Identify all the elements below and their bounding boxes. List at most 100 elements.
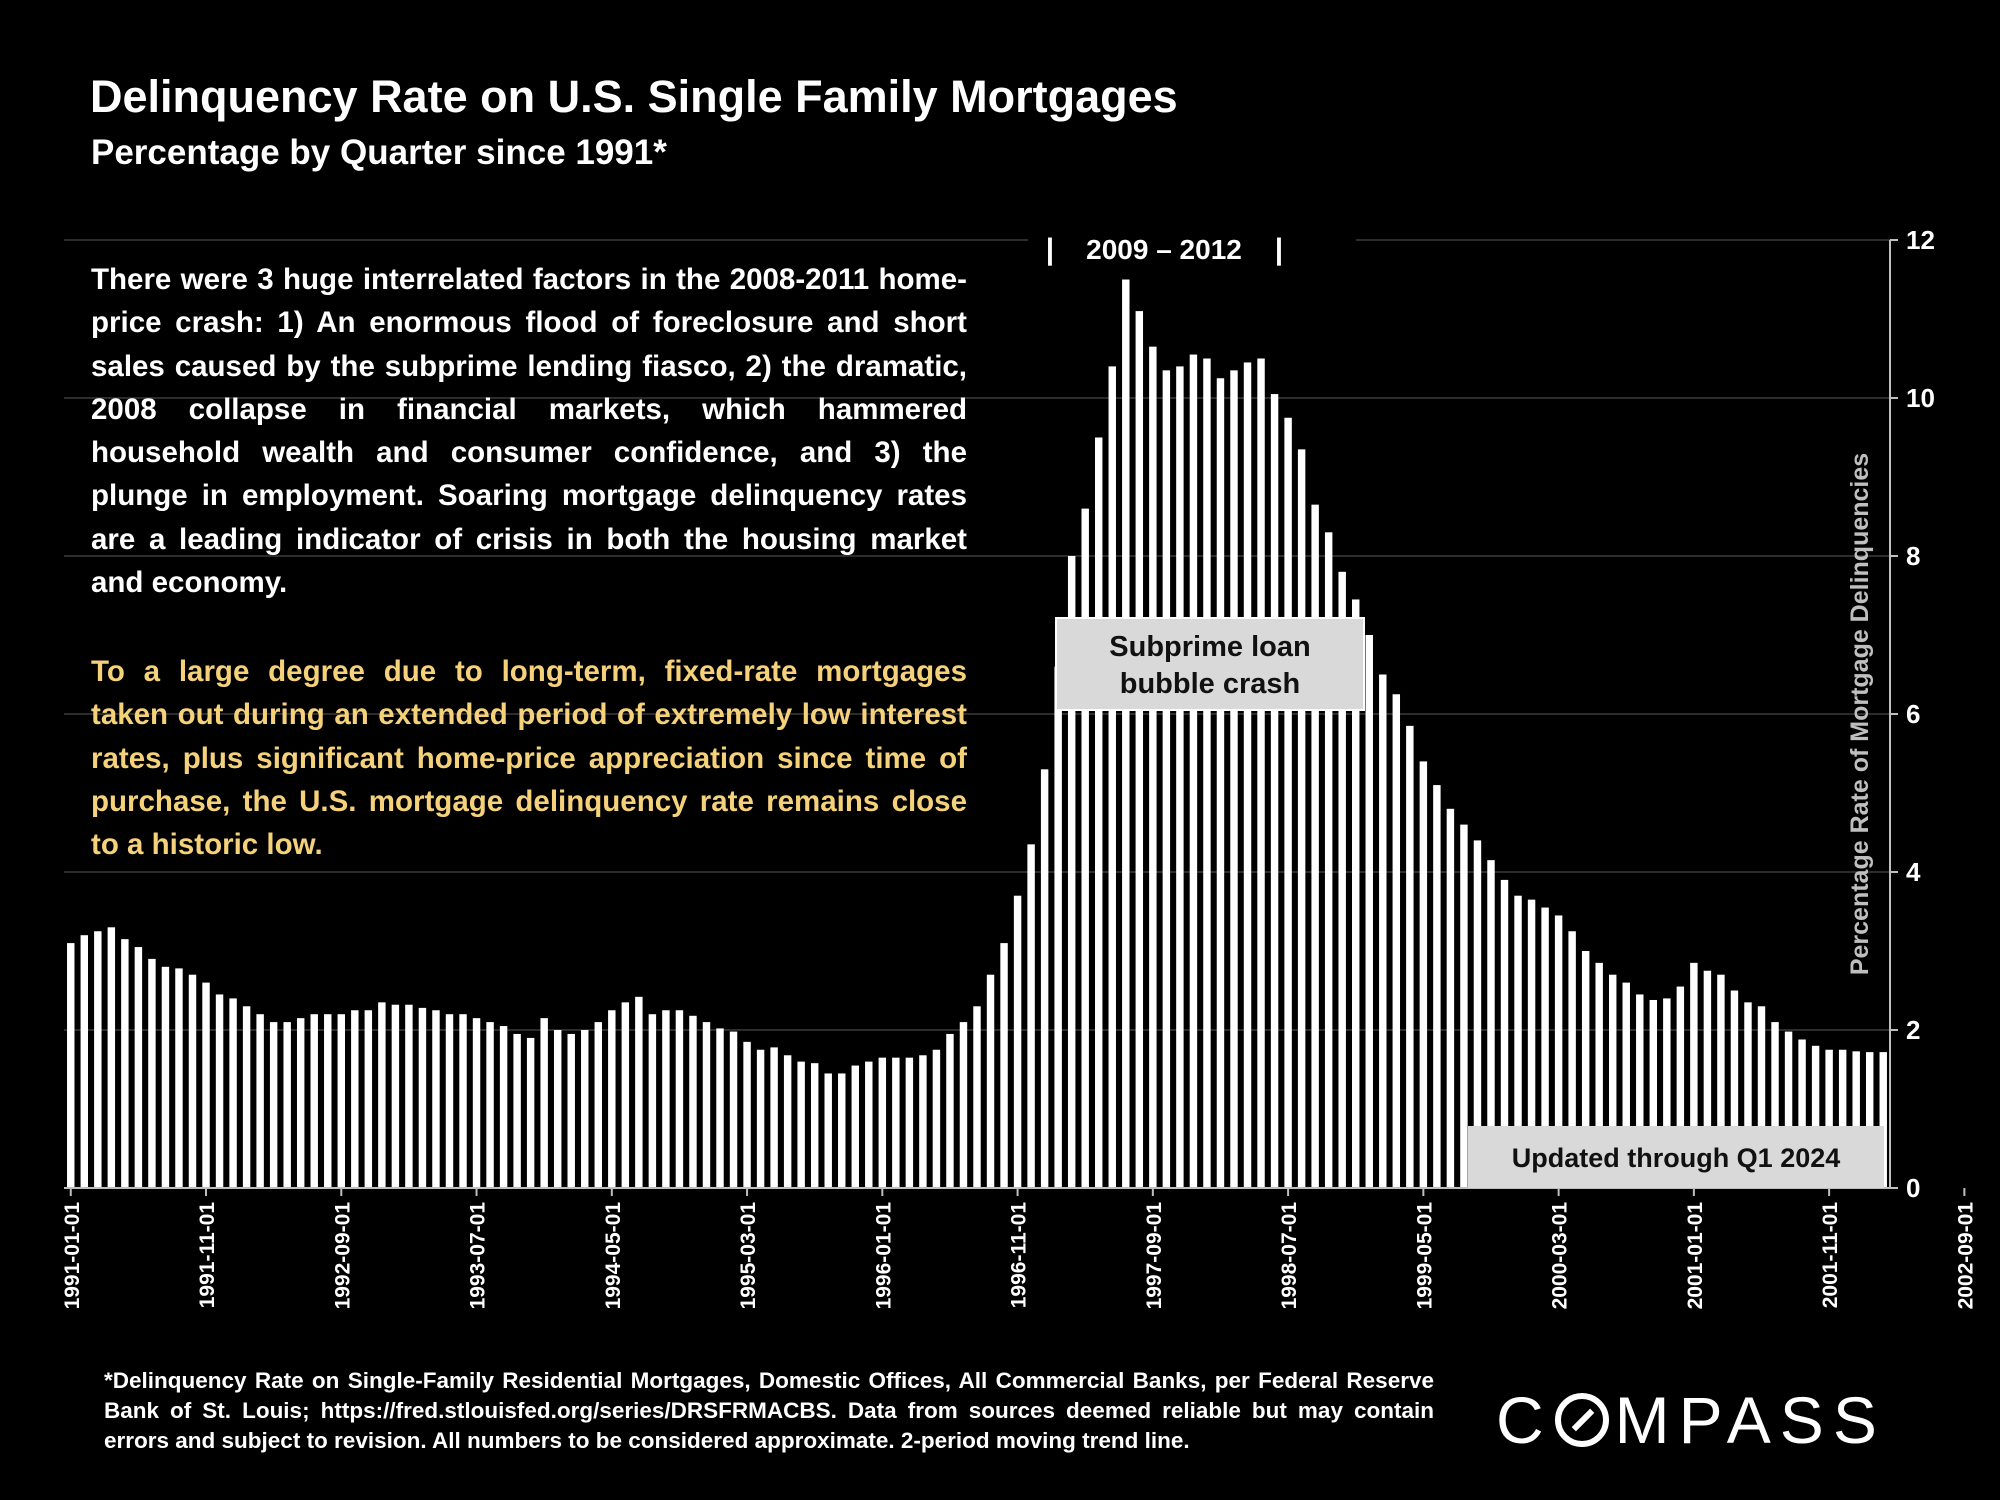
bar: [662, 1010, 670, 1188]
bar: [1811, 1045, 1820, 1188]
x-tick-label: 1994-05-01: [602, 1202, 625, 1310]
bar: [851, 1065, 859, 1188]
bar: [878, 1057, 887, 1188]
bar: [513, 1033, 521, 1188]
bar: [689, 1015, 697, 1188]
bar: [121, 939, 129, 1188]
bar: [905, 1057, 914, 1188]
bar: [1838, 1049, 1847, 1188]
crash-factors-paragraph: There were 3 huge interrelated factors i…: [91, 263, 967, 600]
page-title: Delinquency Rate on U.S. Single Family M…: [90, 71, 1178, 122]
bar: [729, 1031, 738, 1188]
bar: [215, 994, 224, 1188]
bar: [1568, 931, 1576, 1188]
bar: [1460, 824, 1468, 1188]
bar: [242, 1006, 251, 1188]
x-tick-label: 1992-09-01: [331, 1202, 354, 1310]
bar: [1541, 907, 1549, 1188]
bar: [1663, 998, 1671, 1188]
bar: [1189, 354, 1198, 1188]
bar: [1730, 990, 1739, 1188]
bar-series: [67, 279, 1887, 1189]
bar: [269, 1022, 278, 1188]
bar: [1027, 844, 1035, 1188]
bar: [932, 1049, 941, 1188]
bar: [1352, 599, 1360, 1188]
bar: [1162, 370, 1171, 1189]
bar: [499, 1026, 508, 1188]
y-axis-label: Percentage Rate of Mortgage Delinquencie…: [1846, 453, 1874, 975]
bar: [1771, 1022, 1779, 1188]
bar: [1865, 1052, 1874, 1188]
bar: [621, 1002, 630, 1188]
bar: [445, 1014, 454, 1188]
x-tick-label: 1997-09-01: [1143, 1202, 1166, 1310]
compass-logo: C MPASS: [1496, 1382, 1886, 1458]
period-annotation: | 2009 – 2012 |: [1028, 226, 1356, 274]
bar: [635, 996, 643, 1188]
bar: [229, 998, 237, 1188]
y-tick-label: 8: [1906, 541, 1920, 571]
bar: [675, 1010, 684, 1188]
bar: [1054, 666, 1062, 1188]
period-label: 2009 – 2012: [1086, 234, 1242, 265]
bar: [1297, 449, 1306, 1189]
bar: [567, 1033, 575, 1188]
bar: [946, 1033, 954, 1188]
bar: [1676, 986, 1685, 1188]
bar: [1446, 808, 1455, 1188]
bar: [608, 1010, 616, 1188]
bar: [1311, 504, 1319, 1188]
bar: [1081, 508, 1089, 1189]
bar: [1243, 362, 1252, 1188]
bar: [743, 1041, 751, 1188]
bar: [1433, 785, 1441, 1188]
bar: [838, 1073, 846, 1188]
y-tick-label: 2: [1906, 1015, 1920, 1045]
bar: [1554, 915, 1563, 1188]
bar: [1744, 1002, 1752, 1188]
bar: [973, 1006, 981, 1188]
bar: [1284, 417, 1292, 1188]
bar: [756, 1049, 765, 1188]
bar: [1473, 840, 1482, 1188]
y-tick-label: 4: [1906, 857, 1921, 887]
delinquency-bar-chart: 1991-01-01 1991-11-01 1992-09-01 1993-07-01…: [61, 225, 1978, 1310]
y-tick-label: 0: [1906, 1173, 1920, 1203]
bar: [337, 1014, 345, 1188]
bar: [1216, 378, 1225, 1188]
bar: [1487, 860, 1495, 1188]
bar: [432, 1010, 440, 1188]
bar: [1690, 962, 1698, 1188]
period-bracket-right: |: [1275, 233, 1283, 266]
updated-annotation-box: Updated through Q1 2024: [1468, 1126, 1884, 1188]
x-tick-label: 1991-11-01: [196, 1202, 219, 1309]
bar: [391, 1004, 400, 1188]
x-tick-label: 1999-05-01: [1413, 1202, 1436, 1310]
x-tick-label: 1995-03-01: [737, 1202, 760, 1310]
bar: [256, 1014, 264, 1188]
bar: [1230, 370, 1238, 1189]
bar: [540, 1018, 548, 1188]
bar: [553, 1030, 562, 1188]
bar: [351, 1010, 359, 1188]
bar: [594, 1022, 602, 1188]
bar: [783, 1055, 792, 1188]
bar: [1825, 1049, 1833, 1188]
x-tick-label: 2000-03-01: [1549, 1202, 1572, 1310]
bar: [1527, 899, 1536, 1188]
bar: [1095, 437, 1103, 1188]
bar: [80, 935, 89, 1188]
bar: [1798, 1039, 1806, 1188]
bar: [161, 966, 170, 1188]
bar: [1636, 994, 1644, 1188]
bar: [1609, 974, 1617, 1188]
bar: [648, 1014, 657, 1188]
bar: [1324, 532, 1333, 1188]
updated-label: Updated through Q1 2024: [1512, 1143, 1841, 1173]
bar: [1149, 346, 1157, 1188]
bar: [1717, 974, 1725, 1188]
bar: [702, 1022, 711, 1188]
bar: [1270, 394, 1279, 1188]
compass-o-icon: [1554, 1393, 1609, 1447]
